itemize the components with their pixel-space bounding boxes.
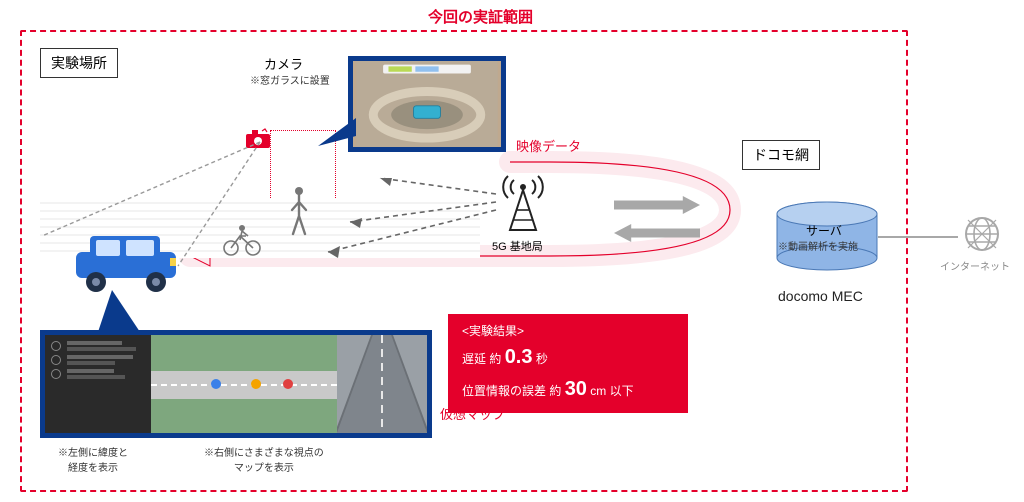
- video-data-label: 映像データ: [516, 136, 581, 155]
- globe-icon: [960, 212, 1004, 256]
- docomo-mec-label: docomo MEC: [778, 288, 863, 304]
- result-line-2: 位置情報の誤差 約 30 cm 以下: [462, 373, 674, 405]
- result-line-1: 遅延 約 0.3 秒: [462, 341, 674, 373]
- base-station-label: 5G 基地局: [492, 238, 543, 254]
- camera-note: ※窓ガラスに設置: [250, 72, 330, 87]
- camera-label: カメラ: [264, 54, 303, 73]
- experiment-result-box: <実験結果> 遅延 約 0.3 秒 位置情報の誤差 約 30 cm 以下: [448, 314, 688, 413]
- link-to-internet: [878, 236, 958, 238]
- map-note-right: ※右側にさまざまな視点の マップを表示: [204, 444, 324, 474]
- map-note-left: ※左側に緯度と 経度を表示: [58, 444, 128, 474]
- server-label: サーバ: [806, 222, 842, 239]
- cyclist-icon: [222, 222, 262, 256]
- result-1-value: 0.3: [505, 346, 533, 368]
- result-1-suffix: 秒: [536, 352, 548, 366]
- result-2-prefix: 位置情報の誤差 約: [462, 384, 561, 398]
- result-header: <実験結果>: [462, 322, 674, 341]
- experiment-location-label: 実験場所: [40, 48, 118, 78]
- virtual-map-frame: [40, 330, 432, 438]
- camera-view-frame: [348, 56, 506, 152]
- result-2-suffix: cm 以下: [590, 384, 633, 398]
- pedestrian-icon: [288, 186, 310, 240]
- car-icon: [66, 232, 186, 296]
- antenna-signal-lines: [320, 172, 510, 260]
- result-1-prefix: 遅延 約: [462, 352, 501, 366]
- server-note: ※動画解析を実施: [778, 238, 858, 253]
- camera-view-scene: [353, 61, 501, 147]
- internet-label: インターネット: [940, 258, 1010, 273]
- map-left-panel: [45, 335, 151, 433]
- docomo-network-label: ドコモ網: [742, 140, 820, 170]
- map-right-panel: [337, 335, 427, 433]
- result-2-value: 30: [565, 378, 587, 400]
- map-middle-panel: [151, 335, 337, 433]
